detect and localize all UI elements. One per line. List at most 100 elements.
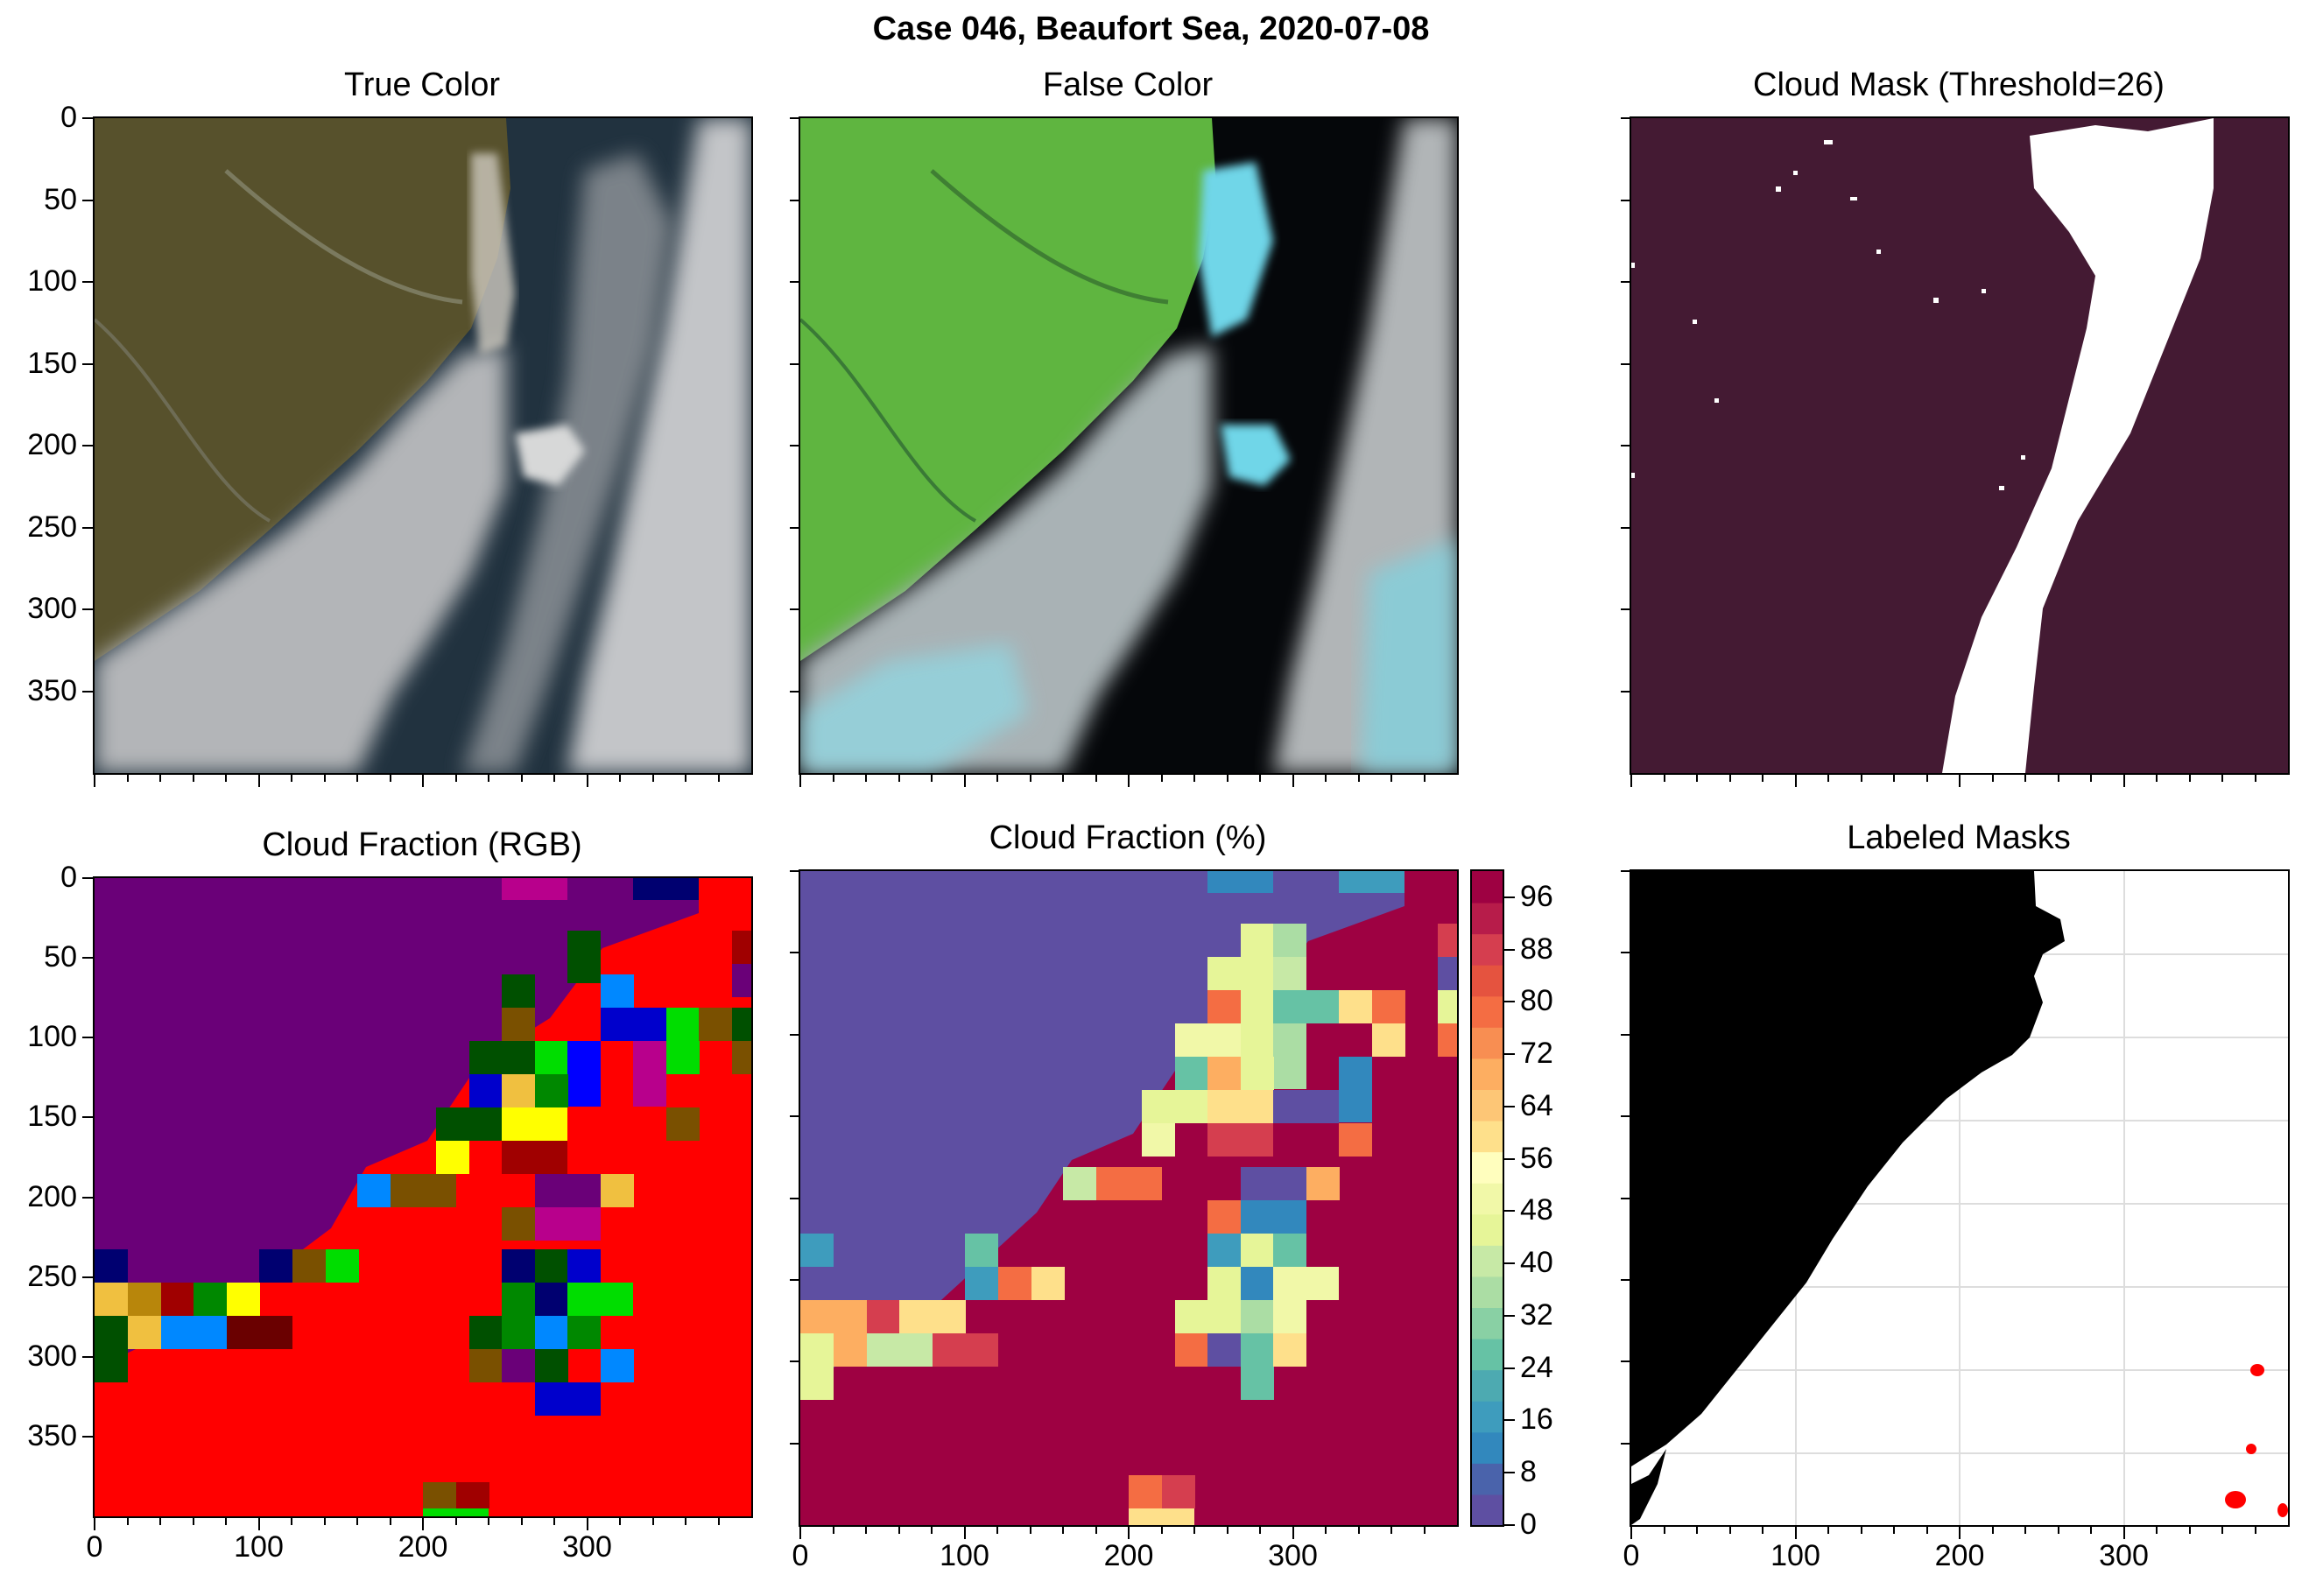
true-color-svg: [95, 118, 751, 773]
xtick-mark: [1827, 1527, 1829, 1534]
ytick-mark: [1621, 362, 1630, 365]
land-region: [800, 118, 1216, 661]
ice-cyan-bottom: [800, 643, 1028, 773]
xtick-mark: [799, 1527, 801, 1539]
ytick-mark: [790, 870, 799, 872]
colorbar-step: [1472, 1089, 1503, 1121]
river-line: [224, 169, 463, 305]
colorbar-tick-mark: [1504, 1262, 1515, 1265]
xtick-mark: [1128, 1527, 1130, 1539]
colorbar-tick-mark: [1504, 1157, 1515, 1160]
xtick-label: 100: [234, 1530, 284, 1564]
colorbar-step: [1472, 1182, 1503, 1215]
ytick-mark: [82, 199, 93, 201]
ytick-mark: [82, 1435, 93, 1438]
ytick-label: 150: [27, 346, 77, 380]
ytick-mark: [790, 117, 799, 119]
xtick-mark: [126, 1518, 129, 1525]
xtick-mark: [717, 1518, 720, 1525]
xtick-mark: [1292, 1527, 1294, 1539]
xtick-mark: [159, 775, 161, 782]
ytick-mark: [790, 608, 799, 610]
xtick-mark: [963, 775, 966, 787]
colorbar-tick-label: 40: [1520, 1246, 1553, 1280]
cloud-fraction-pct-image: [799, 869, 1459, 1527]
colorbar-tick-mark: [1504, 1105, 1515, 1107]
colorbar-step: [1472, 1026, 1503, 1059]
ice-cyan-right: [1361, 538, 1457, 773]
panel-title-true-color: True Color: [343, 67, 501, 103]
ytick-mark: [82, 957, 93, 960]
cloud-fraction-rgb-svg: [95, 878, 751, 1516]
xtick-mark: [94, 1518, 95, 1530]
colorbar-tick-label: 56: [1520, 1141, 1553, 1175]
colorbar-tick-label: 64: [1520, 1088, 1553, 1122]
xtick-mark: [963, 1527, 966, 1539]
xtick-mark: [1728, 775, 1731, 782]
ytick-mark: [82, 526, 93, 529]
ytick-mark: [1621, 870, 1630, 872]
ytick-mark: [1621, 1197, 1630, 1199]
colorbar-tick-mark: [1504, 1367, 1515, 1369]
ytick-label: 300: [27, 1339, 77, 1373]
xtick-mark: [1062, 775, 1064, 782]
xtick-mark: [1860, 1527, 1862, 1534]
xtick-mark: [651, 775, 654, 782]
xtick-mark: [2221, 1527, 2223, 1534]
ytick-mark: [1621, 952, 1630, 954]
ytick-label: 300: [27, 592, 77, 625]
ytick-label: 100: [27, 1020, 77, 1054]
ytick-mark: [1621, 1115, 1630, 1118]
xtick-mark: [356, 775, 358, 782]
ytick-label: 50: [44, 940, 77, 974]
ice-cyan-top: [1199, 162, 1273, 337]
ytick-mark: [82, 362, 93, 365]
xtick-mark: [2090, 1527, 2092, 1534]
xtick-mark: [422, 1518, 424, 1530]
xtick-mark: [257, 775, 260, 787]
xtick-mark: [1259, 1527, 1261, 1534]
ytick-mark: [82, 117, 93, 119]
xtick-mark: [2254, 1527, 2256, 1534]
xtick-mark: [356, 1518, 358, 1525]
labeled-masks-image: [1630, 869, 2290, 1527]
ytick-mark: [82, 690, 93, 693]
colorbar-tick-label: 80: [1520, 984, 1553, 1018]
panel-title-cloud-fraction-pct: Cloud Fraction (%): [989, 819, 1267, 856]
ytick-mark: [790, 690, 799, 693]
xtick-mark: [2188, 775, 2191, 782]
colorbar-step: [1472, 964, 1503, 997]
colorbar-tick-label: 16: [1520, 1403, 1553, 1437]
ytick-label: 250: [27, 1259, 77, 1293]
xtick-mark: [2188, 1527, 2191, 1534]
xtick-mark: [2090, 775, 2092, 782]
ytick-mark: [790, 526, 799, 529]
colorbar-step: [1472, 1058, 1503, 1090]
panel-title-false-color: False Color: [1042, 67, 1214, 103]
ytick-label: 200: [27, 1179, 77, 1213]
xtick-mark: [832, 1527, 834, 1534]
xtick-mark: [1357, 1527, 1360, 1534]
xtick-mark: [1630, 775, 1632, 787]
colorbar-tick-label: 8: [1520, 1455, 1537, 1489]
river-line-2: [95, 318, 271, 523]
ytick-mark: [1621, 526, 1630, 529]
colorbar-step: [1472, 1120, 1503, 1153]
xtick-mark: [865, 775, 867, 782]
xtick-mark: [1062, 1527, 1064, 1534]
xtick-mark: [1423, 1527, 1426, 1534]
xtick-mark: [257, 1518, 260, 1530]
xtick-mark: [651, 1518, 654, 1525]
xtick-mark: [323, 775, 326, 782]
river-line-2: [800, 318, 976, 523]
xtick-mark: [2057, 775, 2059, 782]
ytick-mark: [790, 1197, 799, 1199]
ytick-label: 350: [27, 673, 77, 707]
xtick-label: 100: [1770, 1539, 1820, 1572]
colorbar-step: [1472, 1151, 1503, 1184]
xtick-mark: [1762, 1527, 1763, 1534]
xtick-mark: [898, 1527, 900, 1534]
ytick-mark: [82, 1196, 93, 1199]
xtick-mark: [520, 1518, 523, 1525]
